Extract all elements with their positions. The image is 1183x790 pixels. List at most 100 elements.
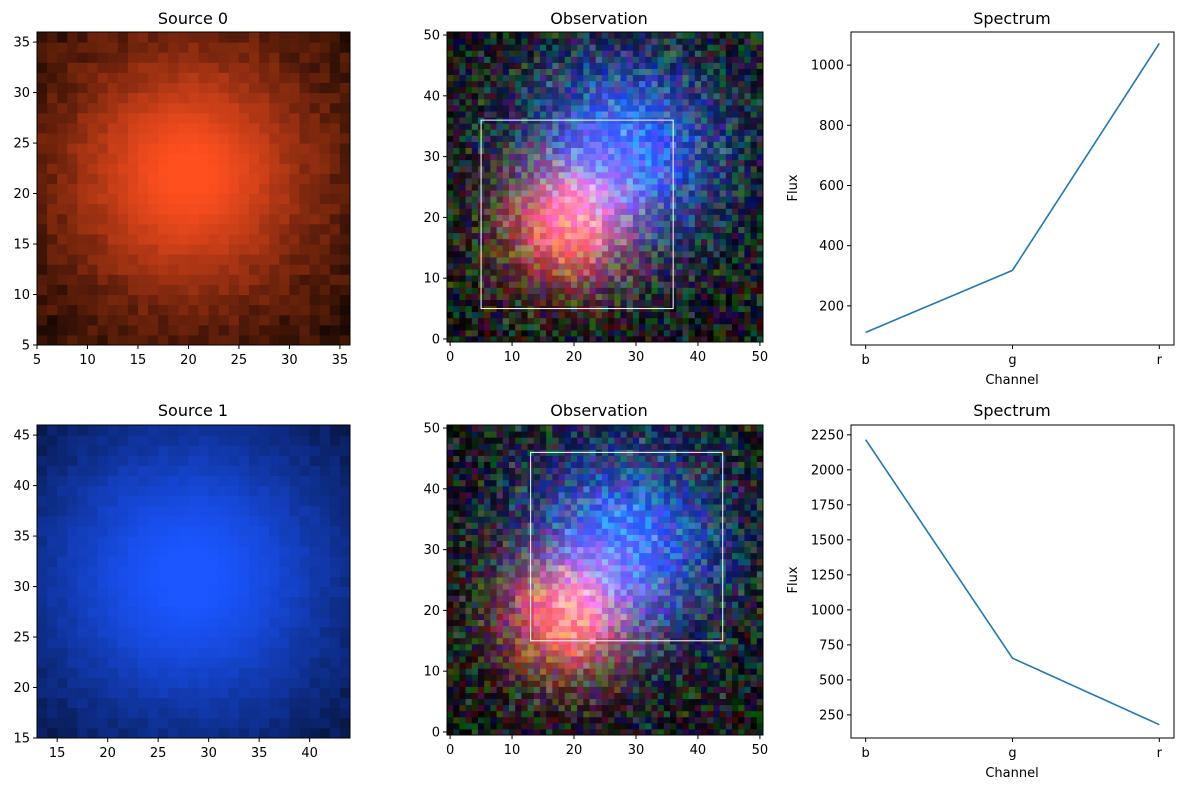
image-pixel: [329, 32, 341, 43]
image-pixel: [682, 196, 690, 203]
image-pixel: [148, 566, 159, 577]
image-pixel: [178, 435, 189, 446]
image-pixel: [447, 323, 454, 331]
image-pixel: [148, 707, 159, 719]
image-pixel: [738, 269, 745, 276]
image-pixel: [570, 716, 578, 724]
image-pixel: [639, 62, 646, 69]
image-pixel: [601, 153, 609, 161]
image-pixel: [521, 196, 529, 203]
image-pixel: [238, 576, 250, 588]
image-pixel: [259, 72, 270, 83]
image-pixel: [657, 202, 665, 209]
image-pixel: [694, 129, 702, 136]
image-pixel: [37, 173, 48, 184]
image-pixel: [279, 163, 290, 174]
image-pixel: [238, 536, 250, 547]
image-pixel: [620, 698, 628, 706]
x-tick-label: 5: [33, 353, 41, 368]
image-pixel: [228, 203, 240, 215]
image-pixel: [521, 262, 529, 270]
image-pixel: [249, 92, 260, 104]
image-pixel: [269, 62, 280, 73]
image-pixel: [508, 214, 516, 221]
image-pixel: [117, 294, 129, 306]
image-pixel: [620, 44, 628, 51]
image-pixel: [663, 62, 671, 69]
image-pixel: [218, 616, 230, 628]
image-pixel: [570, 190, 578, 197]
image-pixel: [558, 698, 566, 706]
image-pixel: [218, 556, 230, 567]
image-pixel: [626, 293, 634, 300]
image-pixel: [168, 485, 179, 497]
image-pixel: [471, 196, 479, 203]
image-pixel: [158, 153, 169, 164]
image-pixel: [558, 275, 566, 282]
image-pixel: [725, 281, 733, 288]
image-pixel: [707, 50, 714, 57]
image-pixel: [701, 129, 708, 136]
image-pixel: [527, 165, 535, 173]
image-pixel: [453, 56, 460, 63]
image-pixel: [552, 226, 560, 234]
image-pixel: [117, 515, 129, 527]
image-pixel: [515, 269, 522, 276]
image-pixel: [564, 92, 572, 100]
image-pixel: [570, 135, 578, 142]
image-pixel: [496, 722, 504, 730]
image-pixel: [309, 596, 321, 608]
image-pixel: [269, 606, 280, 618]
image-pixel: [515, 311, 522, 319]
image-pixel: [539, 722, 547, 730]
image-pixel: [527, 202, 535, 209]
image-pixel: [533, 104, 541, 112]
image-pixel: [614, 214, 621, 221]
image-pixel: [168, 223, 179, 235]
image-pixel: [732, 728, 739, 736]
image-pixel: [725, 710, 733, 718]
image-pixel: [750, 141, 758, 148]
image-pixel: [632, 50, 640, 57]
y-tick-label: 30: [423, 150, 440, 165]
image-pixel: [732, 269, 739, 276]
image-pixel: [259, 667, 270, 678]
image-pixel: [676, 98, 683, 106]
image-pixel: [707, 111, 714, 118]
image-pixel: [188, 32, 200, 43]
image-pixel: [107, 546, 119, 557]
image-pixel: [645, 220, 652, 228]
image-pixel: [502, 153, 510, 161]
image-pixel: [299, 687, 311, 699]
image-pixel: [552, 80, 560, 88]
image-pixel: [447, 80, 454, 88]
image-pixel: [259, 264, 270, 275]
image-pixel: [117, 556, 129, 567]
image-pixel: [484, 716, 491, 724]
image-pixel: [453, 293, 460, 300]
image-pixel: [77, 183, 88, 195]
image-pixel: [744, 68, 752, 76]
image-pixel: [168, 244, 179, 255]
image-pixel: [87, 284, 99, 296]
image-pixel: [515, 722, 522, 730]
image-pixel: [208, 576, 220, 588]
image-pixel: [168, 727, 179, 739]
image-pixel: [676, 329, 683, 337]
image-pixel: [259, 707, 270, 719]
image-pixel: [564, 62, 572, 69]
image-pixel: [688, 698, 696, 706]
image-pixel: [546, 214, 553, 221]
image-pixel: [168, 233, 179, 245]
image-pixel: [614, 226, 621, 234]
image-pixel: [97, 647, 109, 658]
image-pixel: [626, 238, 634, 246]
image-pixel: [269, 122, 280, 134]
image-pixel: [218, 32, 230, 43]
image-pixel: [77, 334, 88, 346]
image-pixel: [269, 153, 280, 164]
image-pixel: [484, 317, 491, 325]
image-pixel: [713, 56, 721, 63]
image-pixel: [558, 692, 566, 700]
image-pixel: [657, 165, 665, 173]
